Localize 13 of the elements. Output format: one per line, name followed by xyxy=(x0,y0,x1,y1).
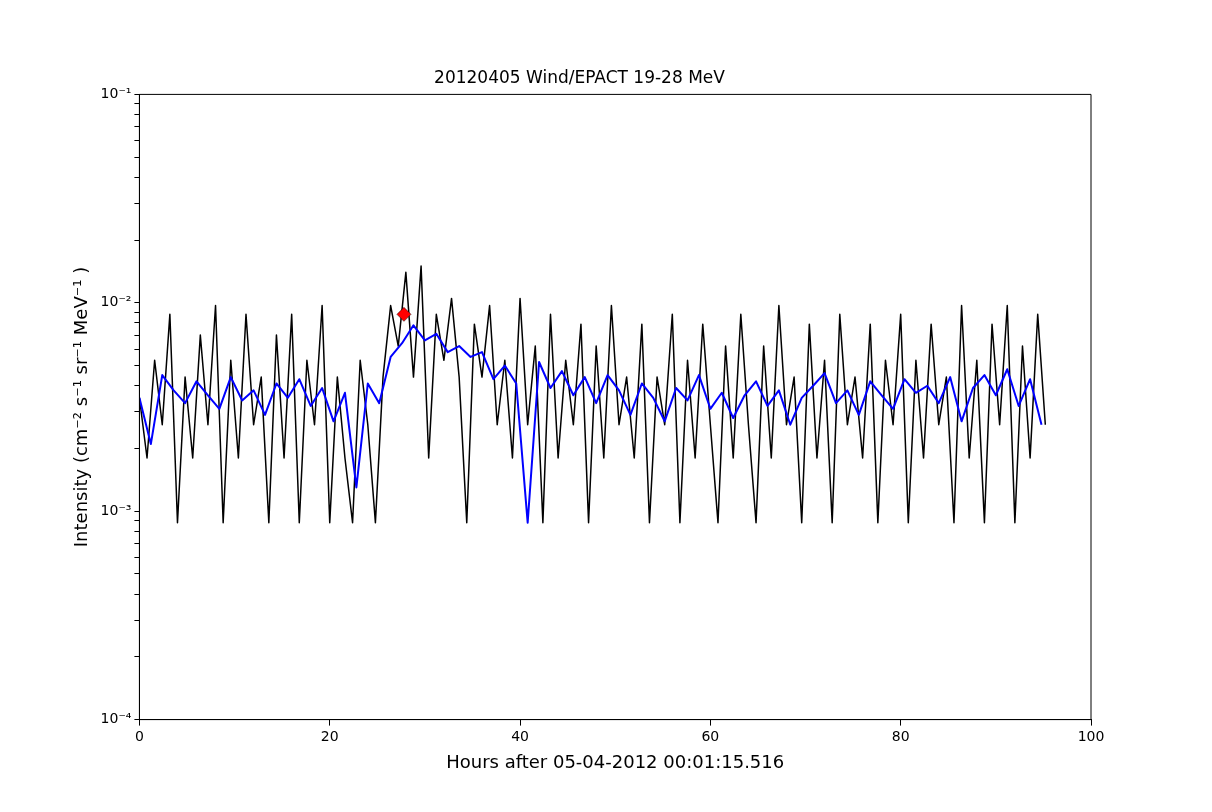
y-tick-label: 10⁻² xyxy=(100,293,132,310)
x-axis-title: Hours after 05-04-2012 00:01:15.516 xyxy=(446,750,785,772)
y-tick-label: 10⁻⁴ xyxy=(100,710,132,727)
y-tick-label: 10⁻¹ xyxy=(100,85,132,102)
y-axis-title: Intensity (cm⁻² s⁻¹ sr⁻¹ MeV⁻¹ ) xyxy=(70,266,92,548)
x-tick-label: 100 xyxy=(1077,727,1105,744)
x-tick-label: 40 xyxy=(511,727,529,744)
x-tick-label: 0 xyxy=(134,727,144,744)
x-tick-label: 20 xyxy=(320,727,339,744)
x-tick-label: 60 xyxy=(701,727,720,744)
y-tick-label: 10⁻³ xyxy=(100,501,132,518)
x-tick-label: 80 xyxy=(891,727,910,744)
chart-title: 20120405 Wind/EPACT 19-28 MeV xyxy=(434,66,726,87)
